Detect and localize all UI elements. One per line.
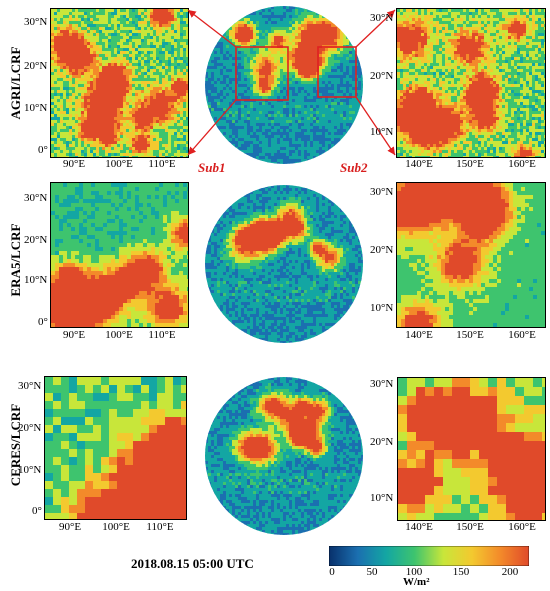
colorbar-unit: W/m² — [403, 576, 430, 588]
lat-tick: 10°N — [370, 492, 394, 504]
ceres-sub1-panel — [44, 376, 187, 520]
lat-tick: 30°N — [370, 12, 394, 24]
lat-tick: 10°N — [370, 302, 394, 314]
lon-tick: 150°E — [456, 521, 484, 533]
lat-tick: 20°N — [24, 234, 48, 246]
lat-tick: 0° — [38, 316, 48, 328]
lat-tick: 10°N — [24, 274, 48, 286]
colorbar-tick: 150 — [452, 566, 470, 578]
lat-tick: 20°N — [370, 70, 394, 82]
lon-tick: 110°E — [146, 521, 174, 533]
colorbar — [329, 546, 529, 566]
agri-sub1-panel — [50, 8, 189, 158]
lat-tick: 20°N — [24, 60, 48, 72]
lat-tick: 10°N — [18, 464, 42, 476]
lat-tick: 30°N — [370, 378, 394, 390]
sub1-label: Sub1 — [198, 160, 226, 175]
lat-tick: 20°N — [370, 244, 394, 256]
lon-tick: 90°E — [58, 521, 82, 533]
colorbar-tick: 100 — [405, 566, 423, 578]
agri-globe-map — [205, 6, 363, 164]
lon-tick: 150°E — [456, 329, 484, 341]
lon-tick: 150°E — [456, 158, 484, 170]
lat-tick: 0° — [38, 144, 48, 156]
lat-tick: 30°N — [18, 380, 42, 392]
lon-tick: 160°E — [508, 329, 536, 341]
lon-tick: 160°E — [508, 521, 536, 533]
lon-tick: 140°E — [405, 329, 433, 341]
lon-tick: 140°E — [405, 158, 433, 170]
ceres-globe — [205, 377, 363, 535]
era5-globe — [205, 185, 363, 343]
lon-tick: 110°E — [148, 329, 176, 341]
sub2-label: Sub2 — [340, 160, 368, 175]
ceres-sub2-map — [398, 378, 545, 520]
lon-tick: 110°E — [148, 158, 176, 170]
era5-sub1-panel — [50, 182, 189, 328]
agri-globe — [205, 6, 363, 164]
ceres-sub2-panel — [397, 377, 546, 521]
era5-sub2-panel — [396, 182, 546, 328]
colorbar-tick: 50 — [366, 566, 378, 578]
lon-tick: 100°E — [102, 521, 130, 533]
lon-tick: 100°E — [105, 158, 133, 170]
lat-tick: 20°N — [18, 422, 42, 434]
ceres-sub1-map — [45, 377, 186, 519]
timestamp: 2018.08.15 05:00 UTC — [131, 556, 254, 571]
lon-tick: 140°E — [405, 521, 433, 533]
agri-sub2-panel — [396, 8, 546, 158]
row-label-era5: ERA5/LCRF — [8, 223, 23, 297]
colorbar-tick: 200 — [501, 566, 519, 578]
era5-sub2-map — [397, 183, 545, 327]
lat-tick: 30°N — [24, 192, 48, 204]
era5-sub1-map — [51, 183, 188, 327]
lon-tick: 100°E — [105, 329, 133, 341]
lon-tick: 90°E — [62, 158, 86, 170]
lon-tick: 90°E — [62, 329, 86, 341]
lon-tick: 160°E — [508, 158, 536, 170]
agri-sub1-map — [51, 9, 188, 157]
lat-tick: 30°N — [370, 186, 394, 198]
row-label-agri: AGRI/LCRF — [8, 46, 23, 120]
lat-tick: 30°N — [24, 16, 48, 28]
colorbar-tick: 0 — [329, 566, 335, 578]
era5-globe-map — [205, 185, 363, 343]
agri-sub2-map — [397, 9, 545, 157]
lat-tick: 10°N — [370, 126, 394, 138]
lat-tick: 20°N — [370, 436, 394, 448]
lat-tick: 0° — [32, 505, 42, 517]
ceres-globe-map — [205, 377, 363, 535]
lat-tick: 10°N — [24, 102, 48, 114]
